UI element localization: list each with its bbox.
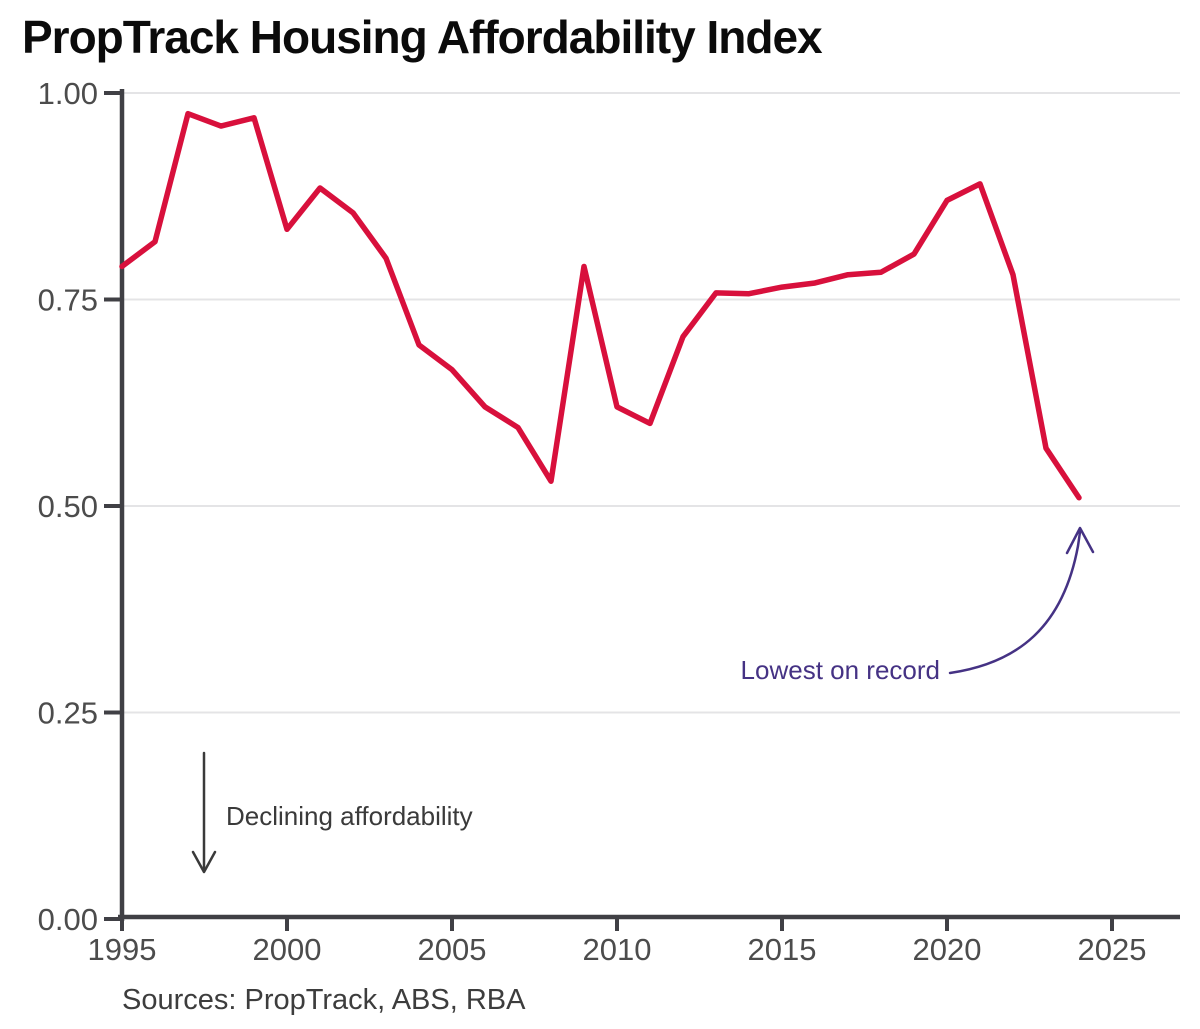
- x-tick-label: 2025: [1078, 932, 1147, 967]
- y-tick-label: 0.75: [38, 283, 98, 318]
- curved-arrow-icon: [948, 526, 1095, 675]
- y-tick-label: 0.50: [38, 489, 98, 524]
- x-tick-label: 2000: [253, 932, 322, 967]
- x-tick-label: 2015: [748, 932, 817, 967]
- page-title: PropTrack Housing Affordability Index: [22, 11, 823, 63]
- annotation-lowest-on-record: Lowest on record: [740, 655, 940, 685]
- source-note: Sources: PropTrack, ABS, RBA: [122, 984, 526, 1016]
- annotation-declining-affordability: Declining affordability: [226, 801, 473, 831]
- x-tick-label: 1995: [88, 932, 157, 967]
- x-tick-label: 2005: [418, 932, 487, 967]
- y-tick-label: 1.00: [38, 76, 98, 111]
- affordability-series-line: [119, 110, 1082, 501]
- down-arrow-icon: [191, 751, 217, 874]
- axis-tick-labels: 0.00 0.25 0.50 0.75 1.00 1995 2000 2005 2010 2015…: [38, 76, 1147, 967]
- axes: [104, 89, 1180, 931]
- data-line: [119, 110, 1082, 501]
- y-tick-label: 0.25: [38, 696, 98, 731]
- x-tick-label: 2010: [583, 932, 652, 967]
- x-tick-label: 2020: [913, 932, 982, 967]
- gridlines: [122, 92, 1180, 714]
- y-tick-label: 0.00: [38, 902, 98, 937]
